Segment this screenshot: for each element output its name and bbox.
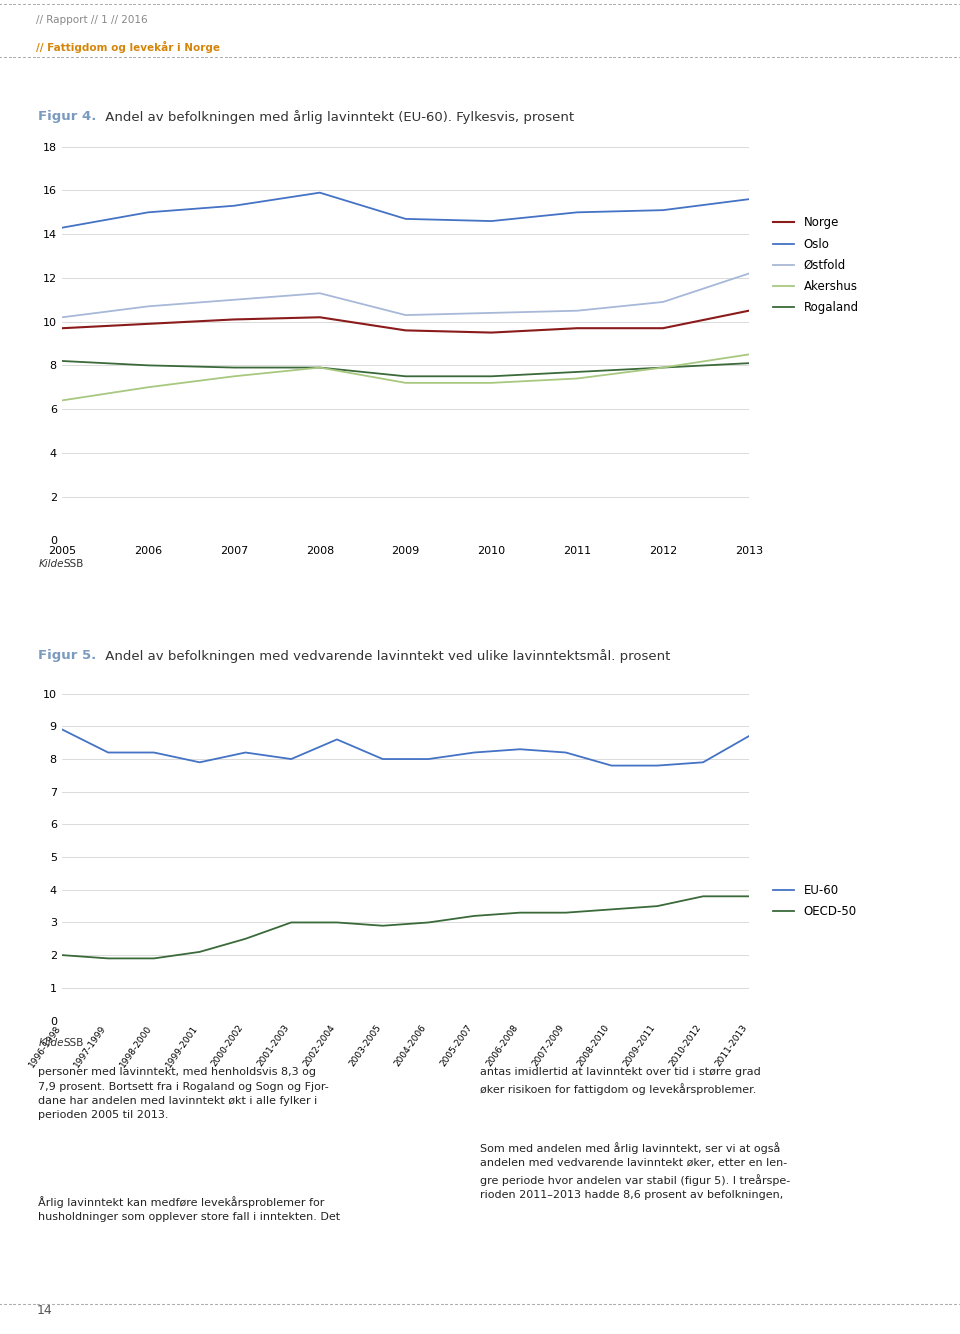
Text: SSB: SSB	[63, 1038, 84, 1049]
Text: antas imidlertid at lavinntekt over tid i større grad
øker risikoen for fattigdo: antas imidlertid at lavinntekt over tid …	[480, 1067, 760, 1095]
Text: Andel av befolkningen med årlig lavinntekt (EU-60). Fylkesvis, prosent: Andel av befolkningen med årlig lavinnte…	[101, 109, 574, 124]
Text: // Rapport // 1 // 2016: // Rapport // 1 // 2016	[36, 15, 148, 25]
Text: // Fattigdom og levekår i Norge: // Fattigdom og levekår i Norge	[36, 41, 221, 53]
Text: personer med lavinntekt, med henholdsvis 8,3 og
7,9 prosent. Bortsett fra i Roga: personer med lavinntekt, med henholdsvis…	[38, 1067, 329, 1121]
Text: Årlig lavinntekt kan medføre levekårsproblemer for
husholdninger som opplever st: Årlig lavinntekt kan medføre levekårspro…	[38, 1195, 341, 1222]
Text: 14: 14	[36, 1303, 52, 1317]
Text: SSB: SSB	[63, 559, 84, 570]
Text: Figur 4.: Figur 4.	[38, 111, 97, 123]
Text: Som med andelen med årlig lavinntekt, ser vi at også
andelen med vedvarende lavi: Som med andelen med årlig lavinntekt, se…	[480, 1142, 790, 1201]
Text: Kilde:: Kilde:	[38, 1038, 67, 1049]
Legend: Norge, Oslo, Østfold, Akershus, Rogaland: Norge, Oslo, Østfold, Akershus, Rogaland	[768, 212, 864, 319]
Text: Figur 5.: Figur 5.	[38, 650, 97, 662]
Text: Andel av befolkningen med vedvarende lavinntekt ved ulike lavinntektsmål. prosen: Andel av befolkningen med vedvarende lav…	[101, 648, 670, 663]
Text: Kilde:: Kilde:	[38, 559, 67, 570]
Legend: EU-60, OECD-50: EU-60, OECD-50	[768, 879, 862, 923]
